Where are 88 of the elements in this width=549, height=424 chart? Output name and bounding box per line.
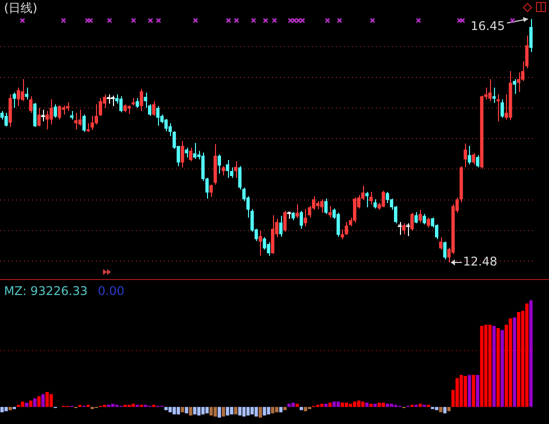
bar <box>184 406 188 414</box>
bar <box>270 406 274 414</box>
annotation: 12.48 <box>462 254 498 269</box>
bar <box>492 326 496 407</box>
bar <box>500 330 504 407</box>
bar <box>193 406 196 414</box>
bar <box>320 404 324 407</box>
annotation: 16.45 <box>470 19 505 34</box>
bar <box>132 404 135 407</box>
bar <box>254 406 258 417</box>
bar <box>226 406 230 416</box>
bar <box>0 406 4 412</box>
bar <box>361 402 365 407</box>
bar <box>201 406 205 414</box>
bar <box>418 404 422 407</box>
bar <box>12 406 16 410</box>
bar <box>386 404 390 407</box>
bar <box>455 378 459 407</box>
bar <box>472 374 476 407</box>
bar <box>468 374 472 407</box>
bar <box>250 406 254 414</box>
bar <box>390 404 394 407</box>
bar <box>258 406 262 418</box>
bar <box>488 324 492 407</box>
bar <box>352 402 356 407</box>
bar <box>50 394 53 407</box>
bar <box>336 402 340 407</box>
bar <box>496 328 500 407</box>
bar <box>296 404 299 407</box>
bar <box>340 402 344 407</box>
bar <box>476 374 480 407</box>
bar <box>357 400 360 407</box>
bar <box>464 376 468 407</box>
bar <box>287 404 291 407</box>
bar <box>512 317 516 407</box>
bar <box>172 406 176 414</box>
bar <box>230 406 234 414</box>
text: MZ: 93226.33 <box>4 284 88 298</box>
bar <box>369 404 373 407</box>
bar <box>180 406 184 412</box>
bar <box>434 406 438 410</box>
bar <box>480 326 484 407</box>
bar <box>238 406 242 416</box>
chart-title: (日线) <box>4 1 38 16</box>
bar <box>8 406 12 410</box>
bar <box>4 406 8 412</box>
bar <box>279 406 283 412</box>
bar <box>29 400 32 407</box>
bar <box>209 406 213 416</box>
bar <box>525 303 529 407</box>
bar <box>246 406 250 416</box>
bar <box>365 402 369 407</box>
bar <box>20 402 24 407</box>
bar <box>508 318 512 407</box>
bar <box>344 402 348 407</box>
bar <box>24 402 28 407</box>
bar <box>262 406 266 416</box>
bar <box>382 402 386 407</box>
bar <box>529 300 533 407</box>
bar <box>266 406 270 414</box>
bar <box>188 406 192 416</box>
bar <box>41 394 45 407</box>
bar <box>460 374 463 407</box>
bar <box>275 406 278 412</box>
bar <box>218 406 222 418</box>
bar <box>45 392 49 407</box>
bar <box>378 402 381 407</box>
bar <box>33 398 37 407</box>
bar <box>324 404 328 407</box>
bar <box>443 406 447 414</box>
bar <box>348 404 352 407</box>
bar <box>234 406 238 414</box>
bar <box>373 404 377 407</box>
bar <box>214 406 217 417</box>
text: 0.00 <box>98 284 124 298</box>
bar <box>484 324 488 407</box>
bar <box>516 312 520 407</box>
bar <box>300 406 304 410</box>
bar <box>90 406 94 410</box>
bar <box>168 406 172 412</box>
bar <box>332 402 336 407</box>
bar <box>205 406 209 414</box>
bar <box>111 404 114 407</box>
bar <box>439 406 442 412</box>
bar <box>197 406 201 416</box>
bar <box>176 406 180 414</box>
bar <box>291 402 295 407</box>
bar <box>328 402 332 407</box>
